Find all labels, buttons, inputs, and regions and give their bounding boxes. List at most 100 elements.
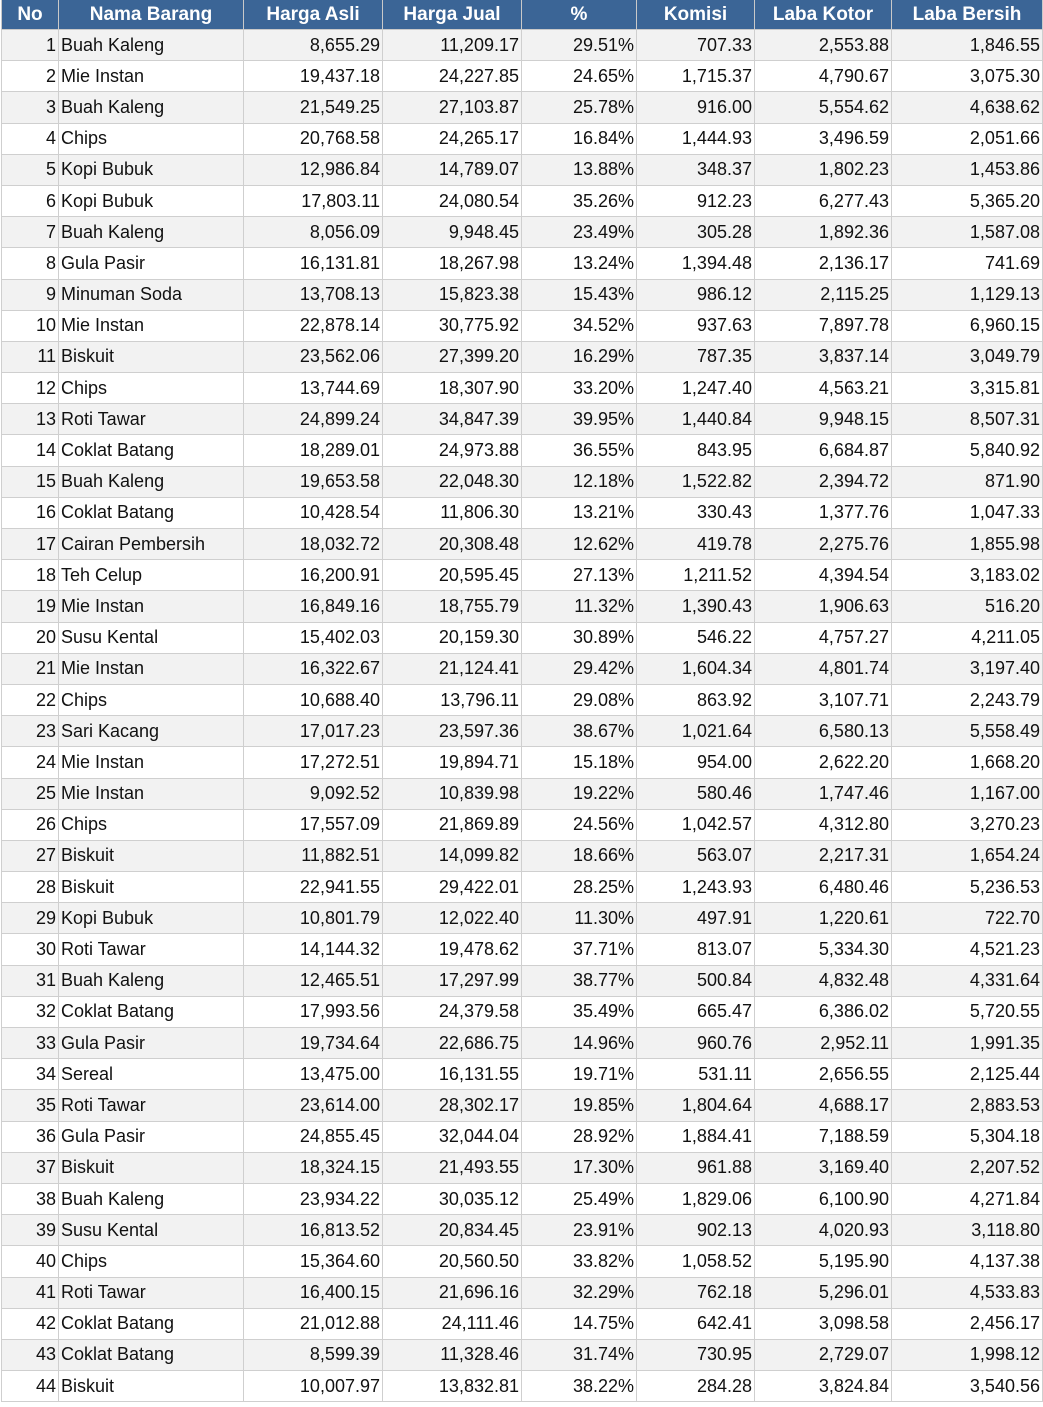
cell-no[interactable]: 27	[1, 839, 59, 873]
cell-laba-bersih[interactable]: 2,456.17	[891, 1307, 1043, 1340]
cell-laba-kotor[interactable]: 4,563.21	[754, 372, 892, 405]
cell-harga-jual[interactable]: 27,399.20	[382, 340, 522, 374]
cell-harga-asli[interactable]: 10,801.79	[243, 902, 383, 935]
cell-no[interactable]: 31	[1, 964, 59, 997]
cell-percent[interactable]: 15.18%	[521, 746, 637, 779]
cell-harga-jual[interactable]: 30,035.12	[382, 1182, 522, 1216]
cell-no[interactable]: 4	[1, 122, 59, 155]
cell-komisi[interactable]: 1,604.34	[636, 652, 755, 685]
cell-harga-jual[interactable]: 27,103.87	[382, 91, 522, 124]
cell-harga-asli[interactable]: 16,200.91	[243, 559, 383, 592]
cell-harga-jual[interactable]: 21,696.16	[382, 1276, 522, 1309]
cell-harga-asli[interactable]: 24,899.24	[243, 403, 383, 436]
cell-komisi[interactable]: 1,440.84	[636, 403, 755, 436]
header-komisi[interactable]: Komisi	[636, 0, 755, 30]
cell-laba-bersih[interactable]: 5,236.53	[891, 871, 1043, 904]
cell-percent[interactable]: 31.74%	[521, 1338, 637, 1372]
cell-laba-kotor[interactable]: 5,554.62	[754, 91, 892, 124]
cell-harga-asli[interactable]: 11,882.51	[243, 839, 383, 873]
cell-laba-kotor[interactable]: 4,394.54	[754, 559, 892, 592]
cell-no[interactable]: 23	[1, 715, 59, 748]
cell-nama-barang[interactable]: Gula Pasir	[58, 247, 244, 280]
cell-laba-bersih[interactable]: 722.70	[891, 902, 1043, 935]
cell-komisi[interactable]: 1,394.48	[636, 247, 755, 280]
cell-no[interactable]: 39	[1, 1214, 59, 1247]
cell-komisi[interactable]: 500.84	[636, 964, 755, 997]
cell-harga-jual[interactable]: 11,209.17	[382, 28, 522, 62]
cell-harga-jual[interactable]: 14,789.07	[382, 153, 522, 186]
cell-percent[interactable]: 24.65%	[521, 60, 637, 93]
cell-no[interactable]: 14	[1, 434, 59, 467]
cell-laba-kotor[interactable]: 2,729.07	[754, 1338, 892, 1372]
cell-laba-kotor[interactable]: 6,386.02	[754, 995, 892, 1029]
cell-harga-asli[interactable]: 16,400.15	[243, 1276, 383, 1309]
cell-komisi[interactable]: 531.11	[636, 1058, 755, 1091]
cell-nama-barang[interactable]: Buah Kaleng	[58, 91, 244, 124]
cell-nama-barang[interactable]: Mie Instan	[58, 652, 244, 685]
cell-nama-barang[interactable]: Minuman Soda	[58, 278, 244, 311]
cell-nama-barang[interactable]: Kopi Bubuk	[58, 902, 244, 935]
cell-laba-bersih[interactable]: 741.69	[891, 247, 1043, 280]
cell-no[interactable]: 21	[1, 652, 59, 685]
cell-harga-asli[interactable]: 9,092.52	[243, 777, 383, 810]
cell-komisi[interactable]: 912.23	[636, 184, 755, 218]
cell-no[interactable]: 17	[1, 527, 59, 561]
cell-laba-kotor[interactable]: 2,136.17	[754, 247, 892, 280]
cell-komisi[interactable]: 665.47	[636, 995, 755, 1029]
cell-harga-asli[interactable]: 8,655.29	[243, 28, 383, 62]
cell-komisi[interactable]: 1,211.52	[636, 559, 755, 592]
cell-harga-jual[interactable]: 12,022.40	[382, 902, 522, 935]
cell-no[interactable]: 18	[1, 559, 59, 592]
cell-no[interactable]: 36	[1, 1120, 59, 1153]
cell-percent[interactable]: 34.52%	[521, 309, 637, 342]
cell-harga-jual[interactable]: 10,839.98	[382, 777, 522, 810]
cell-laba-kotor[interactable]: 2,952.11	[754, 1026, 892, 1060]
cell-percent[interactable]: 23.91%	[521, 1214, 637, 1247]
cell-harga-asli[interactable]: 13,475.00	[243, 1058, 383, 1091]
cell-komisi[interactable]: 986.12	[636, 278, 755, 311]
header-laba-kotor[interactable]: Laba Kotor	[754, 0, 892, 30]
cell-komisi[interactable]: 642.41	[636, 1307, 755, 1340]
cell-no[interactable]: 43	[1, 1338, 59, 1372]
cell-nama-barang[interactable]: Buah Kaleng	[58, 28, 244, 62]
cell-laba-bersih[interactable]: 1,654.24	[891, 839, 1043, 873]
header-laba-bersih[interactable]: Laba Bersih	[891, 0, 1043, 30]
cell-komisi[interactable]: 902.13	[636, 1214, 755, 1247]
cell-laba-kotor[interactable]: 9,948.15	[754, 403, 892, 436]
cell-no[interactable]: 9	[1, 278, 59, 311]
cell-harga-jual[interactable]: 14,099.82	[382, 839, 522, 873]
cell-nama-barang[interactable]: Chips	[58, 372, 244, 405]
cell-percent[interactable]: 33.20%	[521, 372, 637, 405]
cell-harga-asli[interactable]: 18,289.01	[243, 434, 383, 467]
cell-laba-kotor[interactable]: 1,220.61	[754, 902, 892, 935]
cell-laba-bersih[interactable]: 5,304.18	[891, 1120, 1043, 1153]
cell-laba-kotor[interactable]: 1,906.63	[754, 590, 892, 623]
cell-percent[interactable]: 30.89%	[521, 621, 637, 654]
cell-nama-barang[interactable]: Chips	[58, 808, 244, 841]
cell-percent[interactable]: 14.96%	[521, 1026, 637, 1060]
cell-laba-kotor[interactable]: 1,802.23	[754, 153, 892, 186]
cell-laba-bersih[interactable]: 4,638.62	[891, 91, 1043, 124]
cell-no[interactable]: 35	[1, 1089, 59, 1122]
cell-laba-kotor[interactable]: 2,656.55	[754, 1058, 892, 1091]
cell-nama-barang[interactable]: Gula Pasir	[58, 1120, 244, 1153]
cell-komisi[interactable]: 916.00	[636, 91, 755, 124]
cell-komisi[interactable]: 1,715.37	[636, 60, 755, 93]
cell-harga-asli[interactable]: 17,272.51	[243, 746, 383, 779]
cell-no[interactable]: 33	[1, 1026, 59, 1060]
cell-komisi[interactable]: 1,021.64	[636, 715, 755, 748]
cell-laba-bersih[interactable]: 4,211.05	[891, 621, 1043, 654]
cell-komisi[interactable]: 546.22	[636, 621, 755, 654]
cell-nama-barang[interactable]: Buah Kaleng	[58, 1182, 244, 1216]
cell-nama-barang[interactable]: Mie Instan	[58, 60, 244, 93]
cell-laba-bersih[interactable]: 2,243.79	[891, 683, 1043, 717]
cell-harga-asli[interactable]: 15,364.60	[243, 1245, 383, 1278]
cell-harga-jual[interactable]: 9,948.45	[382, 216, 522, 249]
cell-percent[interactable]: 25.78%	[521, 91, 637, 124]
cell-no[interactable]: 3	[1, 91, 59, 124]
cell-laba-bersih[interactable]: 3,183.02	[891, 559, 1043, 592]
cell-nama-barang[interactable]: Coklat Batang	[58, 995, 244, 1029]
cell-harga-asli[interactable]: 17,993.56	[243, 995, 383, 1029]
cell-harga-jual[interactable]: 24,111.46	[382, 1307, 522, 1340]
cell-komisi[interactable]: 563.07	[636, 839, 755, 873]
